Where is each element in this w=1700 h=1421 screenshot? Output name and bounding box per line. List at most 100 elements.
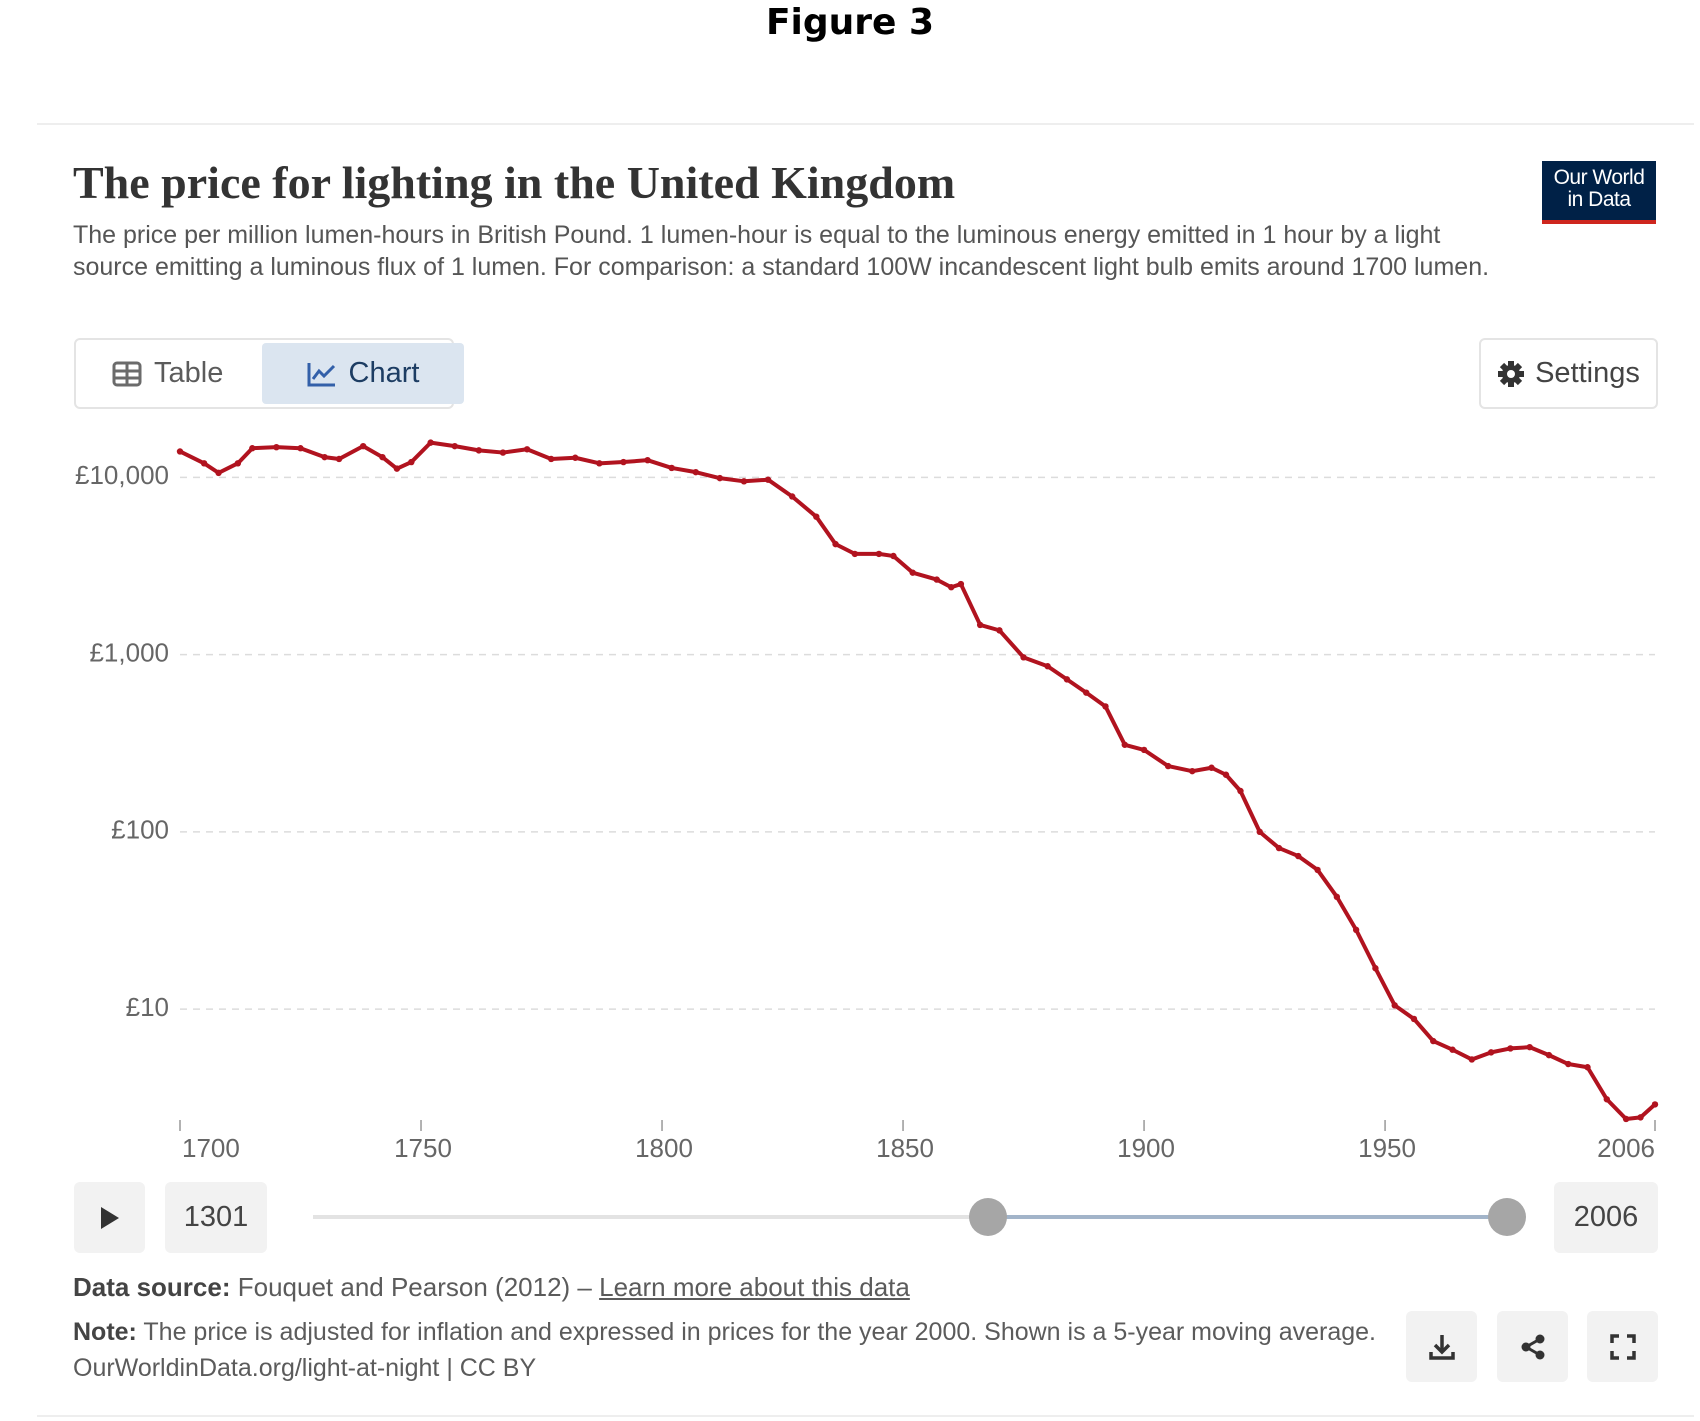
data-point (996, 627, 1003, 634)
data-point (1237, 787, 1244, 795)
chart-icon (307, 362, 335, 386)
data-point (1526, 1043, 1533, 1051)
data-point (788, 493, 796, 500)
data-point (572, 454, 579, 461)
learn-more-link[interactable]: Learn more about this data (599, 1272, 910, 1302)
gear-icon (1498, 360, 1525, 387)
tab-label: Table (154, 357, 224, 389)
data-point (1256, 828, 1263, 836)
data-point (692, 468, 699, 476)
data-point (234, 460, 242, 467)
data-point (1545, 1051, 1553, 1059)
data-point (1637, 1114, 1644, 1121)
data-point (957, 580, 965, 588)
download-icon (1428, 1334, 1455, 1360)
source: Fouquet and Pearson (2012) – (237, 1272, 592, 1302)
source-line: Data source: Fouquet and Pearson (2012) … (73, 1272, 910, 1303)
data-point (1372, 965, 1379, 972)
data-point (740, 478, 748, 485)
data-point (379, 453, 386, 461)
data-point (475, 447, 483, 454)
data-line (178, 440, 1657, 1121)
data-point (451, 442, 458, 450)
y-tick-label: £10 (126, 992, 169, 1022)
share-icon (1521, 1334, 1544, 1359)
data-point (393, 465, 401, 472)
data-point (596, 460, 603, 467)
logo-line: Our World (1553, 166, 1645, 189)
timeline-slider[interactable] (300, 1195, 1540, 1240)
data-point (909, 569, 916, 576)
x-tick-label: 1900 (1117, 1133, 1175, 1163)
data-point (716, 474, 724, 482)
y-tick-label: £10,000 (75, 460, 169, 490)
timeline-end: 2006 (1554, 1182, 1658, 1253)
settings-label: Settings (1535, 357, 1640, 389)
table-tab[interactable]: Table (112, 343, 223, 404)
data-point (668, 464, 675, 472)
settings-button[interactable]: Settings (1479, 338, 1658, 409)
data-point (1275, 844, 1283, 852)
data-point (1391, 1002, 1398, 1009)
chart-tab[interactable]: Chart (262, 343, 464, 404)
data-point (408, 458, 415, 466)
data-point (1352, 926, 1360, 934)
fullscreen-icon (1609, 1333, 1636, 1360)
data-point (1487, 1049, 1495, 1056)
data-point (1189, 767, 1196, 775)
data-point (273, 443, 280, 451)
data-point (1044, 663, 1051, 670)
data-point (976, 621, 984, 629)
data-point (1102, 703, 1109, 710)
data-point (764, 476, 772, 483)
data-point (1314, 866, 1321, 874)
chart-title: The price for lighting in the United Kin… (73, 157, 956, 208)
data-point (1507, 1045, 1514, 1052)
data-point (1295, 852, 1302, 860)
tab-label: Chart (348, 357, 420, 389)
data-point (547, 455, 555, 463)
frame (37, 123, 1694, 1417)
figure-label: Figure 3 (765, 2, 935, 43)
data-point (644, 456, 651, 464)
note-label: Note: (73, 1318, 137, 1346)
data-point (249, 445, 256, 452)
data-point (832, 540, 839, 548)
data-point (200, 460, 208, 467)
logo[interactable]: Our World in Data (1542, 161, 1656, 224)
note-line: Note: The price is adjusted for inflatio… (73, 1318, 1376, 1347)
x-tick-label: 1950 (1358, 1133, 1416, 1163)
y-tick-label: £1,000 (89, 637, 169, 667)
url: OurWorldinData.org/light-at-night | CC B… (73, 1354, 537, 1382)
share-button[interactable] (1497, 1311, 1568, 1382)
data-point (427, 439, 434, 446)
data-point (1164, 762, 1172, 770)
fullscreen-button[interactable] (1587, 1311, 1658, 1382)
play-icon (100, 1206, 119, 1229)
logo-line: in Data (1567, 188, 1631, 211)
data-point (1430, 1037, 1437, 1045)
data-point (851, 550, 859, 558)
data-point (1063, 676, 1071, 683)
data-point (875, 550, 883, 558)
play-button[interactable] (74, 1182, 145, 1253)
data-point (335, 455, 343, 463)
data-point (1468, 1056, 1476, 1063)
data-point (1222, 771, 1230, 778)
data-point (1603, 1096, 1610, 1103)
slider-handle[interactable] (1488, 1198, 1526, 1236)
data-point (1565, 1060, 1572, 1068)
data-point (1410, 1015, 1418, 1023)
data-point (620, 458, 627, 466)
download-button[interactable] (1406, 1311, 1477, 1382)
data-point (297, 445, 304, 452)
data-point (359, 442, 367, 450)
slider-handle[interactable] (969, 1198, 1007, 1236)
data-point (176, 448, 184, 455)
data-point (890, 552, 897, 560)
view-toggle: Table Chart (74, 338, 464, 409)
data-point (1020, 654, 1027, 661)
data-point (813, 513, 820, 520)
data-point (1208, 764, 1215, 771)
